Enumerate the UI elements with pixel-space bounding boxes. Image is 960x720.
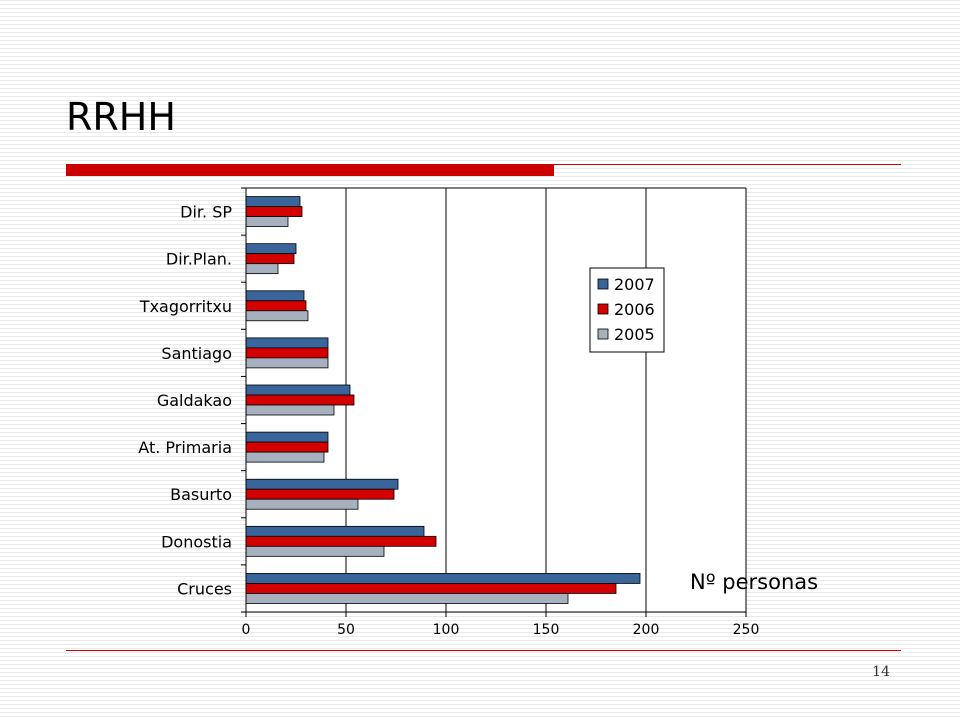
category-label: At. Primaria	[138, 438, 232, 457]
legend-label-2007: 2007	[614, 275, 655, 294]
x-tick-label: 200	[633, 622, 660, 638]
legend-swatch-2005	[597, 328, 609, 340]
bar-2007-dir-plan-	[245, 243, 297, 255]
x-tick-label: 50	[337, 622, 355, 638]
bar-2005-cruces	[245, 593, 569, 604]
bar-2005-dir-sp	[245, 216, 289, 227]
bar-2006-cruces	[245, 583, 617, 594]
bar-2005-santiago	[245, 357, 329, 369]
category-label: Cruces	[177, 579, 232, 598]
bar-2006-at-primaria	[245, 441, 329, 453]
category-label: Galdakao	[157, 391, 232, 410]
category-label: Txagorritxu	[139, 297, 232, 316]
x-tick-label: 250	[733, 622, 760, 638]
bar-2005-at-primaria	[245, 451, 325, 463]
chart-legend: 2007 2006 2005	[589, 267, 665, 353]
x-tick-label: 100	[433, 622, 460, 638]
bar-2006-santiago	[245, 347, 329, 359]
bar-2005-txagorritxu	[245, 310, 309, 322]
bar-2006-donostia	[245, 535, 437, 547]
bar-2005-donostia	[245, 545, 385, 557]
bar-2006-basurto	[245, 488, 395, 500]
bar-2007-cruces	[245, 573, 641, 584]
x-tick-labels: 0 50 100 150 200 250	[242, 622, 760, 638]
chart-axes	[241, 187, 747, 617]
bar-2007-galdakao	[245, 384, 351, 396]
bar-2006-galdakao	[245, 394, 355, 406]
bar-2006-txagorritxu	[245, 300, 307, 312]
bar-2007-at-primaria	[245, 431, 329, 443]
legend-label-2006: 2006	[614, 300, 655, 319]
bar-2007-basurto	[245, 478, 399, 490]
unit-label: Nº personas	[690, 570, 819, 594]
category-labels: Dir. SP Dir.Plan. Txagorritxu Santiago Galda…	[138, 203, 232, 599]
bar-2006-dir-plan-	[245, 253, 295, 265]
category-label: Dir.Plan.	[166, 250, 232, 269]
legend-label-2005: 2005	[614, 325, 655, 344]
legend-swatch-2007	[597, 278, 609, 290]
category-label: Santiago	[161, 344, 232, 363]
x-tick-label: 150	[533, 622, 560, 638]
category-label: Dir. SP	[180, 203, 232, 222]
footer-rule	[66, 650, 901, 651]
title-underline-bar	[66, 164, 554, 176]
category-label: Donostia	[161, 532, 232, 551]
legend-swatch-2006	[597, 303, 609, 315]
bar-2007-dir-sp	[245, 196, 301, 207]
category-label: Basurto	[170, 485, 232, 504]
bar-2007-txagorritxu	[245, 290, 305, 302]
bar-2005-galdakao	[245, 404, 335, 416]
bar-2005-dir-plan-	[245, 263, 279, 275]
bar-2007-santiago	[245, 337, 329, 349]
bar-2005-basurto	[245, 498, 359, 510]
slide-title: RRHH	[66, 95, 176, 139]
page-number: 14	[872, 664, 890, 680]
bar-2007-donostia	[245, 525, 425, 537]
bar-2006-dir-sp	[245, 206, 303, 217]
x-tick-label: 0	[242, 622, 251, 638]
